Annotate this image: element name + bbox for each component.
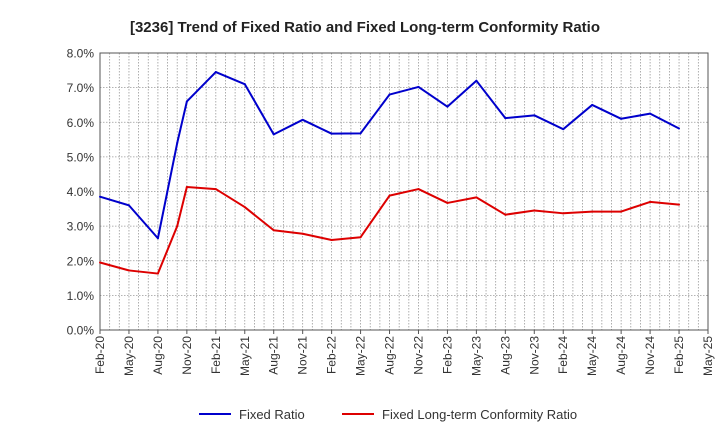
data-point xyxy=(99,195,101,198)
y-tick-label: 3.0% xyxy=(67,220,95,234)
data-point xyxy=(127,204,130,207)
data-point xyxy=(562,212,565,215)
x-tick-label: Aug-22 xyxy=(383,336,397,375)
y-tick-label: 2.0% xyxy=(67,254,95,268)
data-point xyxy=(591,103,594,106)
data-point xyxy=(301,232,304,235)
plot-frame xyxy=(99,52,709,331)
data-point xyxy=(591,210,594,213)
data-point xyxy=(272,133,275,136)
data-point xyxy=(214,71,217,74)
data-point xyxy=(446,201,449,204)
y-tick-label: 8.0% xyxy=(67,47,95,61)
axes: 0.0% 1.0% 2.0% 3.0% 4.0% 5.0% 6.0% 7.0% 8.0% Feb-… xyxy=(67,47,715,377)
legend-label: Fixed Ratio xyxy=(239,407,305,422)
data-point xyxy=(156,237,159,240)
data-point xyxy=(417,85,420,88)
data-point xyxy=(99,261,101,264)
data-point xyxy=(620,210,623,213)
data-point xyxy=(562,128,565,131)
data-point xyxy=(243,206,246,209)
x-tick-label: Aug-24 xyxy=(614,336,628,375)
x-tick-label: Feb-22 xyxy=(325,336,339,374)
y-tick-label: 7.0% xyxy=(67,81,95,95)
x-tick-label: May-23 xyxy=(469,336,483,376)
y-tick-label: 5.0% xyxy=(67,150,95,164)
x-tick-label: May-20 xyxy=(122,336,136,376)
series-line-2 xyxy=(99,186,680,275)
data-point xyxy=(214,188,217,191)
x-tick-label: Feb-24 xyxy=(556,336,570,374)
x-tick-label: Feb-25 xyxy=(672,336,686,374)
data-point xyxy=(504,213,507,216)
x-tick-label: Aug-23 xyxy=(498,336,512,375)
x-tick-label: Aug-21 xyxy=(267,336,281,375)
data-point xyxy=(176,225,179,228)
chart-title: [3236] Trend of Fixed Ratio and Fixed Lo… xyxy=(130,19,600,36)
data-point xyxy=(678,127,681,130)
data-point xyxy=(176,142,179,145)
data-point xyxy=(272,229,275,232)
series-lines xyxy=(99,71,681,275)
grid xyxy=(99,52,709,331)
data-point xyxy=(417,188,420,191)
data-point xyxy=(475,79,478,82)
data-point xyxy=(243,83,246,86)
x-tick-label: May-25 xyxy=(701,336,715,376)
data-point xyxy=(533,209,536,212)
data-point xyxy=(620,117,623,120)
x-tick-label: May-21 xyxy=(238,336,252,376)
data-point xyxy=(475,196,478,199)
series-line-1 xyxy=(99,71,680,240)
x-tick-label: Nov-20 xyxy=(180,336,194,375)
data-point xyxy=(330,132,333,135)
x-tick-label: Feb-21 xyxy=(209,336,223,374)
legend-label: Fixed Long-term Conformity Ratio xyxy=(382,407,577,422)
data-point xyxy=(185,100,188,103)
y-tick-label: 1.0% xyxy=(67,289,95,303)
y-tick-label: 0.0% xyxy=(67,324,95,338)
data-point xyxy=(388,93,391,96)
data-point xyxy=(649,200,652,203)
x-tick-label: Feb-23 xyxy=(440,336,454,374)
x-tick-label: Nov-22 xyxy=(411,336,425,375)
y-tick-label: 4.0% xyxy=(67,185,95,199)
data-point xyxy=(446,105,449,108)
x-tick-label: Nov-23 xyxy=(527,336,541,375)
data-point xyxy=(185,185,188,188)
data-point xyxy=(388,194,391,197)
data-point xyxy=(533,114,536,117)
data-point xyxy=(156,272,159,275)
data-point xyxy=(678,203,681,206)
data-point xyxy=(330,238,333,241)
data-point xyxy=(127,269,130,272)
data-point xyxy=(301,118,304,121)
x-tick-label: Nov-21 xyxy=(296,336,310,375)
legend: Fixed Ratio Fixed Long-term Conformity Ra… xyxy=(199,407,577,422)
x-tick-label: Feb-20 xyxy=(93,336,107,374)
x-tick-label: May-22 xyxy=(354,336,368,376)
data-point xyxy=(359,236,362,239)
x-tick-label: May-24 xyxy=(585,336,599,376)
data-point xyxy=(359,132,362,135)
y-tick-label: 6.0% xyxy=(67,116,95,130)
data-point xyxy=(649,112,652,115)
data-point xyxy=(504,117,507,120)
x-tick-label: Aug-20 xyxy=(151,336,165,375)
x-tick-label: Nov-24 xyxy=(643,336,657,375)
